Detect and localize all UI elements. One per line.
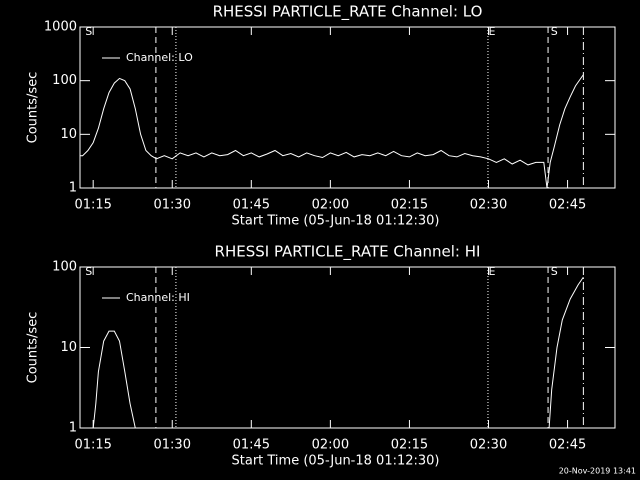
- footer: 20-Nov-2019 13:41: [559, 467, 636, 476]
- y-tick-label: 100: [52, 260, 77, 275]
- y-tick-label: 100: [52, 73, 77, 88]
- x-tick-label: 02:30: [470, 438, 507, 453]
- x-axis-label: Start Time (05-Jun-18 01:12:30): [232, 454, 440, 469]
- x-tick-label: 02:15: [391, 198, 428, 213]
- chart-title: RHESSI PARTICLE_RATE Channel: LO: [213, 3, 483, 22]
- x-tick-label: 01:30: [154, 198, 191, 213]
- legend-label: Channel: HI: [126, 291, 190, 304]
- plot-frame: [79, 26, 616, 189]
- y-tick-label: 1000: [44, 20, 77, 35]
- y-tick-label: 1: [69, 181, 77, 196]
- x-tick-label: 01:45: [233, 198, 270, 213]
- annotation: S: [551, 265, 558, 278]
- annotation: S: [85, 265, 92, 278]
- y-axis-label: Counts/sec: [26, 312, 41, 384]
- y-tick-label: 10: [60, 340, 77, 355]
- data-line: [80, 74, 584, 189]
- x-axis-label: Start Time (05-Jun-18 01:12:30): [232, 214, 440, 229]
- x-tick-label: 02:00: [312, 198, 349, 213]
- x-tick-label: 02:30: [470, 198, 507, 213]
- annotation: E: [488, 25, 495, 38]
- y-tick-label: 10: [60, 127, 77, 142]
- annotation: S: [85, 25, 92, 38]
- x-tick-label: 01:30: [154, 438, 191, 453]
- annotation: S: [551, 25, 558, 38]
- x-tick-label: 02:45: [549, 438, 586, 453]
- x-tick-label: 01:15: [74, 198, 111, 213]
- data-line: [92, 276, 584, 429]
- x-tick-label: 01:45: [233, 438, 270, 453]
- x-tick-label: 02:45: [549, 198, 586, 213]
- annotation: E: [488, 265, 495, 278]
- x-tick-label: 02:00: [312, 438, 349, 453]
- chart-title: RHESSI PARTICLE_RATE Channel: HI: [215, 243, 481, 262]
- y-axis-label: Counts/sec: [26, 72, 41, 144]
- x-tick-label: 01:15: [74, 438, 111, 453]
- y-tick-label: 1: [69, 421, 77, 436]
- x-tick-label: 02:15: [391, 438, 428, 453]
- legend-label: Channel: LO: [126, 51, 193, 64]
